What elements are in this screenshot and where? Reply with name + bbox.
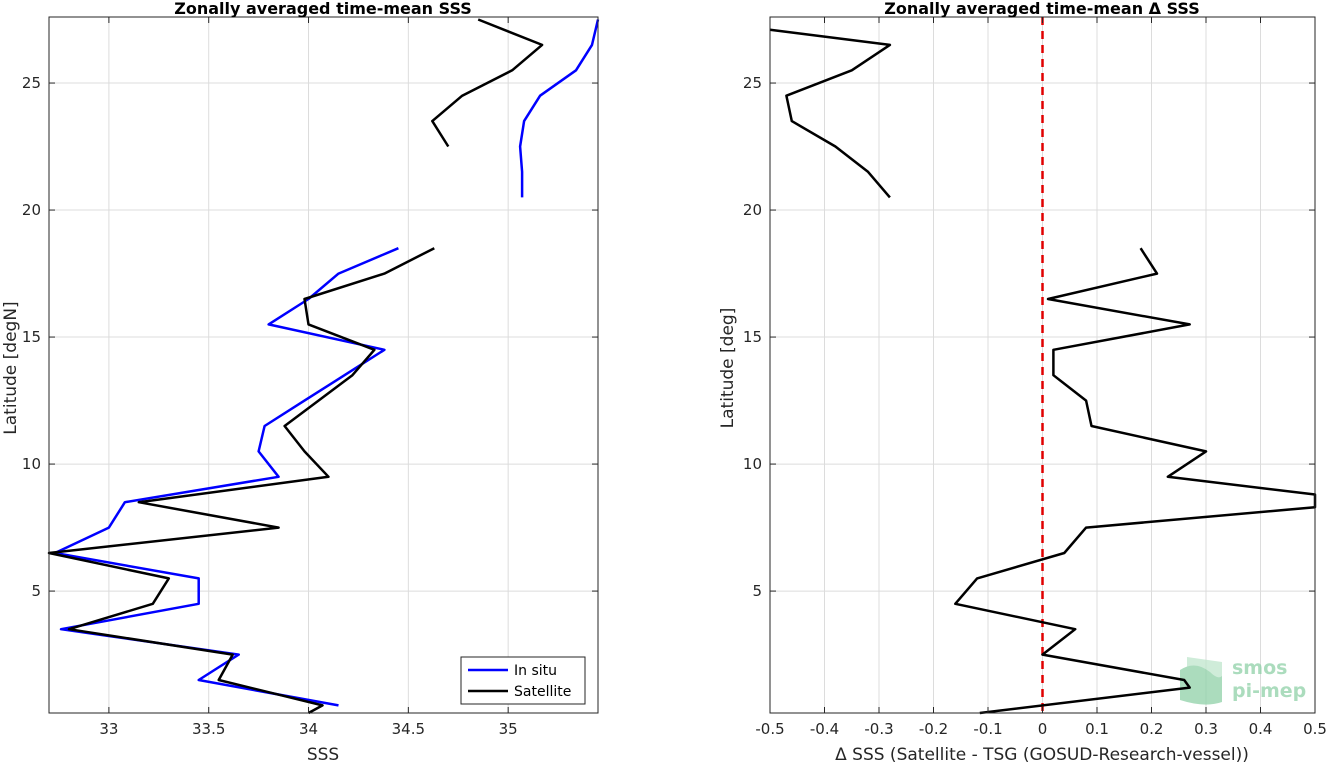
ticks: 33 33.5 34 34.5 35 5 10 15 20 25 [22, 17, 598, 738]
x-tick-label: -0.1 [973, 720, 1002, 738]
x-tick-label: 33.5 [192, 720, 225, 738]
y-tick-label: 25 [743, 74, 762, 92]
x-tick-label: -0.3 [864, 720, 893, 738]
chart-title: Zonally averaged time-mean Δ SSS [884, 0, 1200, 18]
x-tick-label: 0.1 [1085, 720, 1109, 738]
sss-panel: 33 33.5 34 34.5 35 5 10 15 20 25 Zonally averaged… [1, 0, 600, 764]
legend-label-in-situ: In situ [514, 663, 557, 679]
series-layer [47, 18, 600, 715]
delta-sss-panel: smos pi-mep -0.5 -0.4 -0.3 -0.2 -0.1 0 0.1 0.2 0… [718, 0, 1327, 764]
axes-frame [48, 16, 599, 714]
x-tick-label: 33 [99, 720, 118, 738]
logo-text-pi-mep: pi-mep [1232, 680, 1306, 702]
x-axis-label: SSS [307, 745, 339, 764]
x-axis-label: Δ SSS (Satellite - TSG (GOSUD-Research-v… [835, 745, 1249, 764]
series-line-delta-sss [769, 28, 892, 199]
x-tick-label: -0.4 [810, 720, 839, 738]
legend-box [460, 656, 586, 705]
series-line-in-situ [518, 19, 600, 198]
x-tick-label: -0.5 [755, 720, 784, 738]
x-tick-label: 0 [1038, 720, 1048, 738]
legend-label-satellite: Satellite [514, 684, 571, 700]
smos-pi-mep-logo: smos pi-mep [1180, 657, 1306, 705]
y-tick-label: 20 [743, 201, 762, 219]
series-line-satellite [431, 18, 544, 148]
series-line-in-situ [53, 247, 399, 707]
y-axis-label: Latitude [degN] [1, 301, 21, 434]
x-tick-label: 0.4 [1249, 720, 1273, 738]
x-tick-label: 0.3 [1194, 720, 1218, 738]
chart-title: Zonally averaged time-mean SSS [174, 0, 472, 18]
x-tick-label: 35 [499, 720, 518, 738]
logo-sheet-front [1180, 665, 1222, 705]
y-axis-label: Latitude [deg] [718, 308, 738, 429]
ticks: -0.5 -0.4 -0.3 -0.2 -0.1 0 0.1 0.2 0.3 0.4 0.5 5 10 1… [743, 17, 1327, 738]
y-tick-label: 15 [743, 328, 762, 346]
y-tick-label: 15 [22, 328, 41, 346]
y-tick-label: 25 [22, 74, 41, 92]
x-tick-label: -0.2 [919, 720, 948, 738]
x-tick-label: 34.5 [392, 720, 425, 738]
y-tick-label: 10 [22, 455, 41, 473]
x-tick-label: 0.5 [1303, 720, 1327, 738]
legend: In situ Satellite [460, 656, 586, 705]
y-tick-label: 20 [22, 201, 41, 219]
x-tick-label: 34 [299, 720, 318, 738]
grid [49, 17, 598, 713]
logo-text-smos: smos [1232, 657, 1287, 679]
series-line-satellite [47, 247, 435, 715]
x-tick-label: 0.2 [1140, 720, 1164, 738]
y-tick-label: 5 [752, 582, 762, 600]
plot-background [49, 17, 598, 713]
y-tick-label: 5 [31, 582, 41, 600]
y-tick-label: 10 [743, 455, 762, 473]
